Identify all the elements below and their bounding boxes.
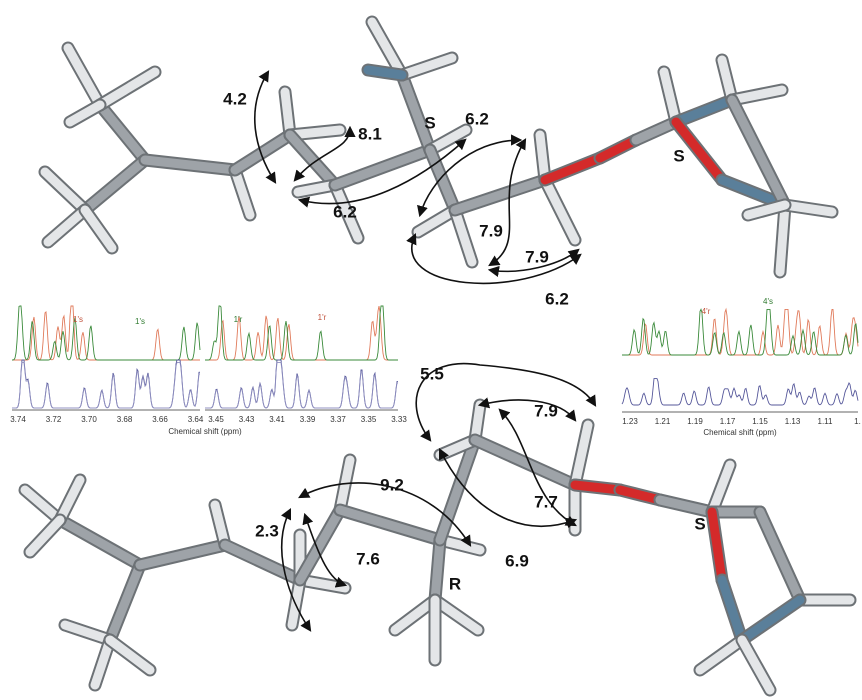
tick-label: 3.33 <box>391 415 407 424</box>
axis-label: Chemical shift (ppm) <box>168 427 242 436</box>
stereo-label: S <box>694 514 705 533</box>
bond <box>85 210 112 248</box>
tick-label: 3.66 <box>152 415 168 424</box>
bond <box>575 485 620 490</box>
coupling-constant: 6.2 <box>545 289 569 308</box>
tick-label: 3.43 <box>239 415 255 424</box>
bond <box>742 600 800 640</box>
coupling-constant: 9.2 <box>380 475 404 494</box>
bond <box>368 70 402 75</box>
coupling-constant: 7.7 <box>534 492 558 511</box>
tick-label: 1.17 <box>720 417 736 426</box>
tick-label: 3.35 <box>361 415 377 424</box>
tick-label: 3.64 <box>188 415 204 424</box>
peak-label: 1's <box>73 315 83 324</box>
spectrum-trace <box>12 362 200 408</box>
tick-label: 3.45 <box>208 415 224 424</box>
bond <box>25 490 60 520</box>
molecule-models <box>25 22 850 690</box>
spectrum-trace <box>205 362 398 408</box>
bond <box>110 640 150 670</box>
coupling-constant: 6.2 <box>465 109 489 128</box>
bond <box>110 565 140 640</box>
tick-label: 1.11 <box>818 417 834 426</box>
spectrum-trace <box>12 306 200 360</box>
bond <box>100 105 145 160</box>
bond <box>722 580 742 640</box>
tick-label: 3.70 <box>81 415 97 424</box>
tick-label: 1.13 <box>785 417 801 426</box>
bond <box>68 48 100 105</box>
peak-label: 1's <box>135 317 145 326</box>
arrow <box>480 400 575 420</box>
tick-label: 1. <box>854 417 861 426</box>
coupling-constant: 6.9 <box>505 551 529 570</box>
coupling-constant: 5.5 <box>420 364 444 383</box>
stereo-label: S <box>673 146 684 165</box>
bond <box>235 135 290 170</box>
bond <box>475 440 575 485</box>
bond <box>455 180 545 210</box>
coupling-constant: 2.3 <box>255 521 279 540</box>
bond <box>48 210 85 242</box>
bond <box>60 520 140 565</box>
bond <box>780 205 785 272</box>
peak-label: 4's <box>763 297 773 306</box>
coupling-constant: 7.9 <box>479 221 503 240</box>
tick-label: 1.19 <box>687 417 703 426</box>
bond <box>100 72 155 105</box>
bond <box>732 90 782 100</box>
bond <box>340 510 440 540</box>
bond <box>545 158 600 180</box>
bond <box>85 160 145 210</box>
axis-label: Chemical shift (ppm) <box>703 428 777 437</box>
bond <box>742 640 770 690</box>
bond <box>760 512 800 600</box>
coupling-constant: 7.9 <box>534 401 558 420</box>
figure: 4.2 8.1 6.2 6.2 7.9 7.9 6.2 5.5 7.9 9.2 2.3 7.6 7.7 6… <box>0 0 862 700</box>
tick-label: 1.21 <box>655 417 671 426</box>
stereo-label: R <box>449 574 461 593</box>
peak-label: 4'r <box>702 307 711 316</box>
tick-label: 3.74 <box>10 415 26 424</box>
bond <box>545 180 575 240</box>
spectrum-trace <box>622 309 858 355</box>
bond <box>575 425 588 485</box>
tick-label: 3.41 <box>269 415 285 424</box>
bond <box>30 520 60 552</box>
bond <box>660 500 712 512</box>
bond <box>225 545 300 580</box>
tick-label: 3.72 <box>46 415 62 424</box>
bond <box>676 100 732 122</box>
bond <box>45 172 85 210</box>
peak-label: 1'r <box>234 315 243 324</box>
arrow <box>255 72 275 182</box>
spectrum-trace <box>205 360 398 408</box>
stereo-label: S <box>424 113 435 132</box>
bond <box>340 460 350 510</box>
bond <box>700 640 742 670</box>
tick-label: 1.23 <box>622 417 638 426</box>
bond <box>712 512 722 580</box>
arrow <box>412 235 580 283</box>
bond <box>140 545 225 565</box>
coupling-constant: 4.2 <box>223 89 247 108</box>
bond <box>540 135 545 180</box>
bond <box>145 160 235 170</box>
coupling-constant: 7.9 <box>525 247 549 266</box>
bond <box>664 72 676 122</box>
spectrum-trace <box>12 360 200 408</box>
tick-label: 3.39 <box>300 415 316 424</box>
peak-label: 1'r <box>318 313 327 322</box>
tick-label: 3.37 <box>330 415 346 424</box>
bond <box>335 150 430 185</box>
coupling-constant: 6.2 <box>333 202 357 221</box>
tick-label: 1.15 <box>752 417 768 426</box>
spectrum-trace <box>12 306 200 360</box>
tick-label: 3.68 <box>117 415 133 424</box>
bond <box>435 540 440 600</box>
coupling-constant: 7.6 <box>356 549 380 568</box>
spectrum-trace <box>622 379 858 405</box>
coupling-constant: 8.1 <box>358 124 382 143</box>
